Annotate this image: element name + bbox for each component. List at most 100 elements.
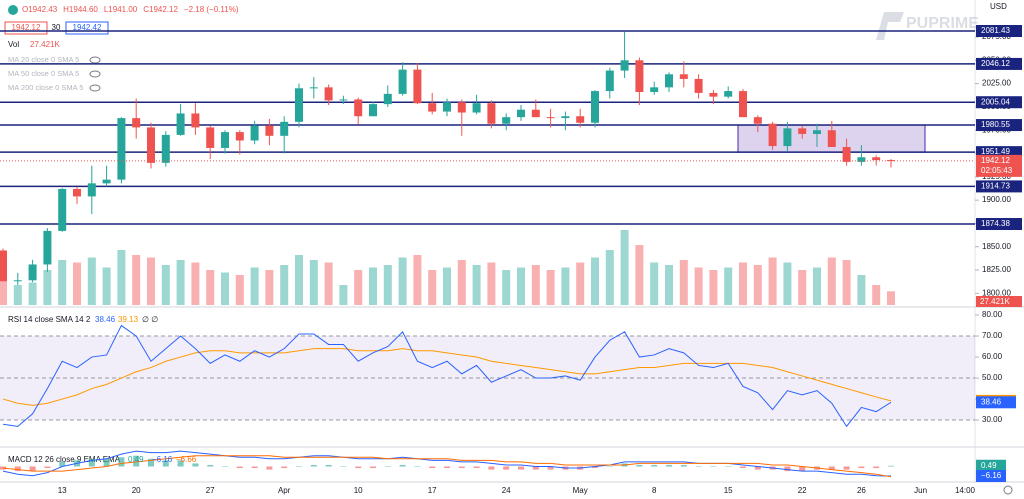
volume-bar: [0, 275, 7, 305]
brand-logo: PUPRIME: [876, 12, 979, 40]
currency-selector[interactable]: USD: [990, 2, 1007, 11]
ma-legend: MA 20 close 0 SMA 5 MA 50 close 0 SMA 5 MA…: [8, 55, 101, 92]
candle-body: [43, 230, 52, 265]
macd-histogram-bar: [399, 464, 406, 467]
macd-histogram-bar: [843, 466, 850, 470]
settings-button[interactable]: [1003, 485, 1013, 495]
candle-body: [191, 113, 200, 128]
volume-bar: [591, 257, 599, 305]
ohlc-legend: O1942.43 H1944.60 L1941.00 C1942.12 −2.18 (−…: [22, 5, 239, 14]
macd-histogram-bar: [651, 464, 658, 467]
bid-price: 1942.12: [12, 23, 41, 32]
rsi-legend-sma: 39.13: [118, 315, 139, 324]
macd-histogram-bar: [14, 466, 21, 472]
visibility-toggle[interactable]: [89, 56, 101, 64]
volume-title: Vol: [8, 40, 19, 49]
candle-body: [28, 264, 37, 281]
rsi-sma-line: [2, 348, 892, 406]
macd-histogram-bar: [236, 466, 243, 469]
macd-histogram-bar: [59, 461, 66, 467]
rsi-line: [2, 324, 892, 428]
y-tick-label: 30.00: [982, 415, 1003, 424]
candle-body: [709, 92, 718, 97]
level-label-box: [976, 57, 1022, 70]
macd-axis-box: [976, 459, 1006, 472]
candle-body: [250, 125, 259, 141]
macd-histogram-bar: [162, 460, 169, 467]
volume-bar: [132, 255, 141, 305]
candle-body: [724, 91, 733, 97]
level-label: 1914.73: [981, 182, 1010, 191]
level-label-box: [976, 119, 1022, 132]
macd-histogram-bar: [740, 466, 746, 469]
ohlc-value: L1941.00: [104, 5, 138, 14]
volume-bar: [161, 265, 170, 305]
y-tick-label: 1900.00: [982, 195, 1011, 204]
visibility-toggle[interactable]: [89, 84, 101, 92]
volume-bar: [546, 270, 555, 305]
volume-bar: [887, 291, 895, 305]
x-tick-label: May: [573, 486, 588, 495]
macd-histogram-bar: [873, 466, 880, 469]
macd-histogram-bar: [799, 466, 806, 472]
volume-bar: [872, 285, 881, 305]
volume-bar: [13, 285, 22, 305]
brand-name: PUPRIME: [906, 15, 979, 32]
candle-body: [117, 118, 126, 180]
volume-bar: [58, 260, 67, 305]
volume-bar: [502, 270, 511, 305]
ask-price: 1942.42: [73, 23, 102, 32]
x-tick-label: 13: [58, 486, 67, 495]
candle-body: [13, 280, 22, 282]
macd-histogram-bar: [710, 466, 717, 467]
volume-bar: [694, 267, 703, 305]
volume-bar: [443, 267, 451, 305]
level-label: 2081.43: [981, 26, 1010, 35]
candle-body: [650, 87, 659, 93]
x-tick-label: 8: [652, 486, 657, 495]
volume-bar: [147, 257, 155, 305]
x-tick-label: 20: [132, 486, 141, 495]
macd-legend-value: −6.66: [176, 455, 197, 464]
volume-bar: [561, 267, 570, 305]
volume-bar: [679, 260, 688, 305]
macd-histogram-bar: [458, 466, 465, 469]
macd-histogram-bar: [340, 466, 347, 467]
x-tick-label: Jun: [914, 486, 927, 495]
macd-histogram-bar: [296, 466, 302, 467]
macd-histogram-bar: [44, 466, 51, 469]
level-label-box: [976, 180, 1022, 193]
macd-title: MACD 12 26 close 9 EMA EMA: [8, 455, 121, 464]
rsi-value-label-box: [976, 396, 1016, 409]
volume-bar: [709, 270, 718, 305]
candle-body: [561, 116, 570, 119]
volume-bar: [783, 262, 792, 305]
spread: 30: [52, 23, 61, 32]
macd-histogram-bar: [325, 464, 332, 467]
volume-bar: [280, 265, 289, 305]
ma-label: MA 20 close 0 SMA 5: [8, 55, 79, 64]
candle-body: [354, 99, 363, 117]
candle-body: [295, 88, 303, 122]
visibility-toggle[interactable]: [89, 70, 101, 78]
volume-bar: [206, 270, 215, 305]
macd-histogram-bar: [118, 457, 125, 467]
candle-body: [265, 125, 274, 136]
candle-body: [620, 60, 629, 71]
volume-bar: [576, 262, 585, 305]
rsi-legend-extra: ∅ ∅: [142, 315, 158, 324]
macd-histogram-bar: [266, 466, 273, 470]
volume-bar: [87, 257, 96, 305]
candle-body: [324, 87, 333, 101]
candle-body: [309, 87, 318, 89]
macd-histogram-bar: [29, 466, 36, 472]
macd-axis-label: −6.16: [981, 471, 1002, 480]
volume-bar: [383, 265, 392, 305]
candle-body: [339, 99, 348, 101]
y-tick-label: 2025.00: [982, 79, 1011, 88]
candle-body: [517, 109, 525, 118]
ohlc-value: −2.18 (−0.11%): [184, 5, 239, 14]
candle-body: [576, 116, 585, 123]
x-tick-label: 10: [354, 486, 363, 495]
macd-histogram-bar: [680, 464, 687, 467]
